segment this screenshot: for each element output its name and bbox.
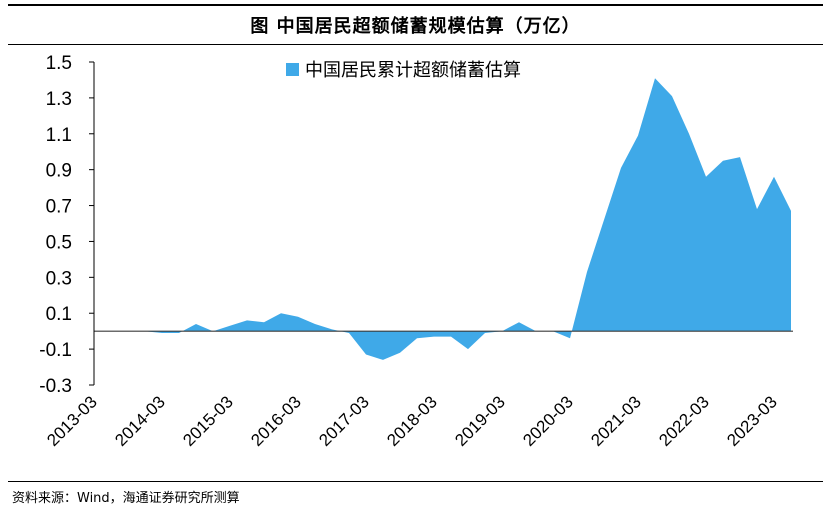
y-tick-label: 0.5 <box>46 232 72 253</box>
x-tick-label: 2016-03 <box>247 392 305 450</box>
x-tick-label: 2023-03 <box>723 392 781 450</box>
bottom-rule <box>8 481 823 482</box>
x-tick-label: 2013-03 <box>43 392 101 450</box>
chart-title: 图 中国居民超额储蓄规模估算（万亿） <box>250 16 581 37</box>
y-tick-label: -0.3 <box>39 376 72 397</box>
y-tick-label: 0.1 <box>46 304 72 325</box>
y-tick-label: 0.9 <box>46 161 72 182</box>
y-tick-label: 1.1 <box>46 125 72 146</box>
legend: 中国居民累计超额储蓄估算 <box>286 60 521 81</box>
x-tick-label: 2022-03 <box>655 392 713 450</box>
x-tick-label: 2019-03 <box>451 392 509 450</box>
title-divider <box>8 44 823 45</box>
y-tick-label: 0.7 <box>46 197 72 218</box>
area-series-savings <box>94 78 791 360</box>
y-tick-label: 1.3 <box>46 89 72 110</box>
area-chart: 1.5 1.3 1.1 0.9 0.7 0.5 0.3 0.1 -0.1 -0.3 2013-03… <box>39 53 793 450</box>
x-tick-label: 2014-03 <box>111 392 169 450</box>
x-tick-label: 2018-03 <box>383 392 441 450</box>
x-tick-label: 2017-03 <box>315 392 373 450</box>
y-tick-label: 0.3 <box>46 268 72 289</box>
y-tick-label: 1.5 <box>46 53 72 74</box>
source-note: 资料来源：Wind，海通证券研究所测算 <box>12 491 240 506</box>
y-tick-label: -0.1 <box>39 340 72 361</box>
legend-label: 中国居民累计超额储蓄估算 <box>305 60 521 81</box>
x-tick-label: 2015-03 <box>179 392 237 450</box>
x-tick-label: 2021-03 <box>587 392 645 450</box>
legend-swatch <box>286 63 299 76</box>
x-tick-label: 2020-03 <box>519 392 577 450</box>
top-rule <box>8 4 823 6</box>
